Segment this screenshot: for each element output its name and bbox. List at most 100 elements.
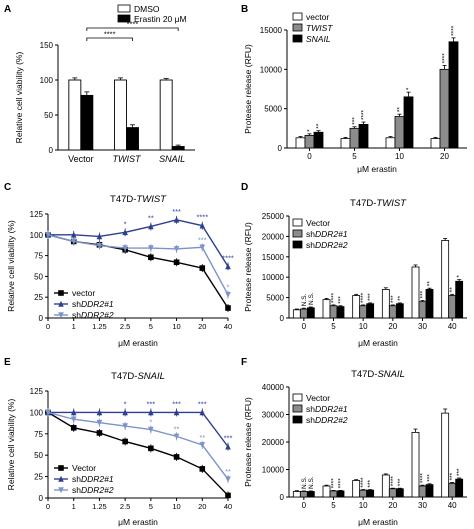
data-point-e: [173, 454, 180, 460]
bar-f: [381, 474, 390, 498]
legend-label-d: Vector: [306, 218, 330, 228]
legend-label-b: vector: [306, 12, 329, 22]
x-tick-label-d: 40: [448, 322, 457, 331]
data-point-e: [96, 430, 103, 436]
y-tick-label-e: 75: [34, 430, 43, 439]
data-point-c: [96, 233, 103, 240]
data-point-e: [70, 409, 77, 416]
bar-f: [299, 491, 308, 498]
bar-f: [411, 431, 420, 498]
y-axis-label-c: Relative cell viability (%): [6, 220, 16, 312]
legend-label-c: shDDR2#1: [72, 299, 114, 309]
x-tick-label-f: 0: [302, 501, 307, 510]
data-point-c: [173, 259, 180, 266]
bar-d: [329, 305, 338, 319]
series-line-c: [48, 219, 229, 267]
y-tick-label-c: 100: [30, 231, 44, 240]
legend-label-a: Erastin 20 μM: [134, 14, 187, 24]
legend-label-d: shDDR2#2: [306, 240, 348, 250]
data-point-c: [96, 242, 103, 249]
bar-f: [425, 484, 434, 498]
x-tick-label-b: 20: [440, 152, 449, 161]
bar-f: [395, 488, 404, 498]
bar-d: [381, 289, 390, 319]
y-tick-label-c: 25: [34, 293, 43, 302]
panel-f-chart: F 0 10000 20000 30000 40000 Protease release (…: [241, 357, 467, 527]
significance-mark-f: ***: [449, 472, 456, 480]
data-point-e: [58, 475, 64, 482]
x-tick-label-e: 1.25: [92, 502, 107, 511]
legend-label-b: TWIST: [306, 23, 333, 33]
data-point-c: [148, 223, 154, 230]
data-point-e: [199, 466, 206, 472]
significance-mark-b: ****: [442, 53, 449, 64]
significance-mark-c: ****: [196, 213, 208, 222]
significance-mark-d: ****: [331, 292, 338, 303]
x-tick-label-d: 0: [302, 322, 307, 331]
significance-mark-f: ***: [456, 468, 463, 476]
bar-b: [340, 138, 351, 149]
significance-mark-d: ***: [338, 296, 345, 304]
data-point-e: [225, 443, 231, 450]
series-line-e: [47, 411, 229, 496]
data-point-c: [148, 245, 154, 252]
x-tick-label-e: 2.5: [120, 502, 130, 511]
data-point-e: [225, 492, 231, 499]
x-tick-label-e: 1: [72, 502, 76, 511]
x-tick-label-d: 5: [331, 322, 336, 331]
bar-b: [313, 131, 324, 149]
bar-f: [306, 491, 315, 498]
significance-mark-e: ***: [224, 434, 233, 443]
bar-a: [68, 79, 82, 151]
significance-mark-b: *: [406, 87, 413, 90]
legend-label-e: shDDR2#1: [72, 474, 114, 484]
significance-mark-b: ****: [361, 109, 368, 120]
bar-f: [322, 485, 331, 498]
legend-label-b: SNAIL: [306, 34, 331, 44]
significance-mark-f: ***: [397, 478, 404, 486]
x-tick-label-f: 40: [448, 501, 457, 510]
significance-mark-a: ****: [127, 20, 139, 29]
y-tick-label-c: 0: [39, 314, 44, 323]
significance-mark-c: ***: [172, 207, 181, 216]
bar-b: [385, 137, 396, 149]
bar-f: [388, 488, 397, 498]
bar-f: [448, 482, 457, 498]
y-tick-label-a: 100: [40, 76, 54, 85]
legend-swatch-d: [292, 218, 303, 227]
significance-mark-c: ****: [222, 253, 234, 262]
legend-label-e: Vector: [72, 463, 96, 473]
significance-mark-f: N.S.: [308, 476, 315, 489]
y-tick-label-f: 40000: [262, 383, 285, 392]
significance-mark-c: *: [124, 219, 127, 228]
significance-mark-f: ****: [360, 477, 367, 488]
significance-mark-d: **: [449, 287, 456, 293]
panel-label-a: A: [4, 4, 11, 15]
x-tick-label-c: 40: [224, 322, 232, 331]
significance-mark-e: *: [149, 418, 152, 427]
panel-label-c: C: [4, 182, 11, 193]
chart-title-e: T47D-SNAIL: [111, 371, 165, 382]
data-point-e: [122, 423, 128, 430]
x-tick-label-e: 20: [198, 502, 206, 511]
panel-label-d: D: [241, 182, 248, 193]
x-tick-label-a: SNAIL: [159, 154, 185, 164]
data-point-e: [96, 419, 103, 426]
significance-mark-f: ***: [427, 474, 434, 482]
legend-swatch-d: [292, 240, 303, 249]
data-point-c: [173, 246, 180, 253]
significance-mark-d: N.S.: [301, 293, 308, 306]
significance-mark-e: **: [199, 433, 205, 442]
significance-mark-f: ****: [390, 476, 397, 487]
data-point-e: [199, 442, 206, 449]
significance-mark-e: ***: [146, 399, 155, 408]
x-tick-label-a: Vector: [68, 154, 94, 164]
x-tick-label-c: 10: [172, 322, 180, 331]
legend-label-a: DMSO: [134, 4, 160, 14]
panel-label-f: F: [241, 357, 247, 368]
y-tick-label-b: 5000: [264, 105, 282, 114]
y-tick-label-f: 0: [280, 493, 285, 502]
x-tick-label-a: TWIST: [113, 154, 142, 164]
y-tick-label-e: 0: [39, 494, 44, 503]
